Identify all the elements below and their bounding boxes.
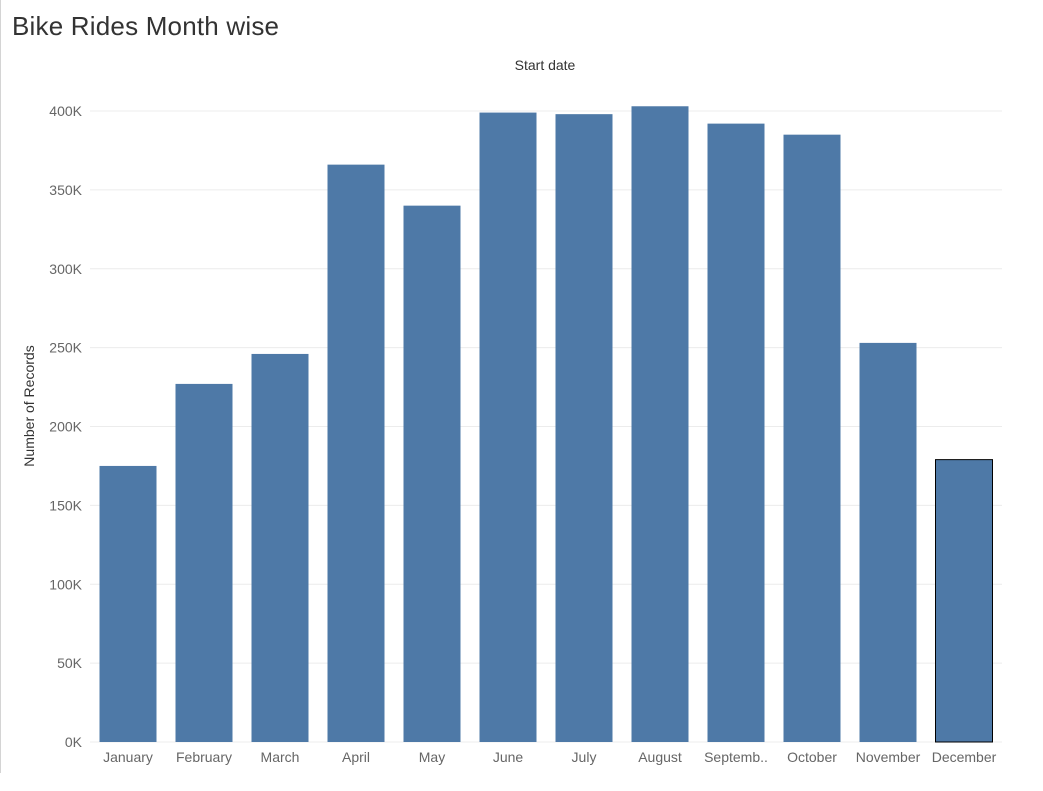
y-tick-label: 400K bbox=[49, 103, 82, 119]
x-tick-label: Septemb.. bbox=[704, 749, 768, 765]
y-tick-label: 100K bbox=[49, 576, 82, 592]
x-tick-label: April bbox=[342, 749, 370, 765]
bar-march[interactable] bbox=[251, 353, 309, 742]
bar-april[interactable] bbox=[327, 164, 385, 742]
y-tick-label: 300K bbox=[49, 261, 82, 277]
x-tick-label: October bbox=[787, 749, 837, 765]
bar-november[interactable] bbox=[859, 342, 917, 742]
y-tick-label: 0K bbox=[65, 734, 83, 750]
x-tick-label: July bbox=[572, 749, 597, 765]
y-tick-label: 150K bbox=[49, 497, 82, 513]
bar-septemb[interactable] bbox=[707, 123, 765, 743]
y-tick-label: 50K bbox=[57, 655, 83, 671]
bar-june[interactable] bbox=[479, 112, 537, 742]
y-axis-ticks: 0K 50K 100K 150K 200K 250K 300K 350K 400K bbox=[49, 103, 82, 750]
x-tick-label: November bbox=[856, 749, 921, 765]
sheet-title: Bike Rides Month wise bbox=[12, 11, 280, 41]
x-tick-label: June bbox=[493, 749, 524, 765]
x-tick-label: May bbox=[419, 749, 445, 765]
left-border bbox=[0, 0, 1, 773]
y-tick-label: 200K bbox=[49, 419, 82, 435]
x-tick-label: March bbox=[261, 749, 300, 765]
x-tick-label: August bbox=[638, 749, 682, 765]
bar-october[interactable] bbox=[783, 134, 841, 743]
gridlines bbox=[90, 110, 1002, 743]
x-tick-label: December bbox=[932, 749, 997, 765]
y-tick-label: 350K bbox=[49, 182, 82, 198]
column-header: Start date bbox=[515, 57, 576, 73]
bar-january[interactable] bbox=[99, 465, 157, 742]
x-tick-label: January bbox=[103, 749, 153, 765]
bar-february[interactable] bbox=[175, 383, 233, 742]
x-axis-ticks: January February March April May June July Augu… bbox=[103, 749, 997, 765]
y-tick-label: 250K bbox=[49, 340, 82, 356]
bar-july[interactable] bbox=[555, 114, 613, 742]
x-tick-label: February bbox=[176, 749, 232, 765]
bar-december[interactable] bbox=[935, 459, 993, 743]
bars bbox=[99, 106, 993, 743]
y-axis-label: Number of Records bbox=[21, 345, 37, 466]
bar-may[interactable] bbox=[403, 205, 461, 742]
bar-august[interactable] bbox=[631, 106, 689, 742]
